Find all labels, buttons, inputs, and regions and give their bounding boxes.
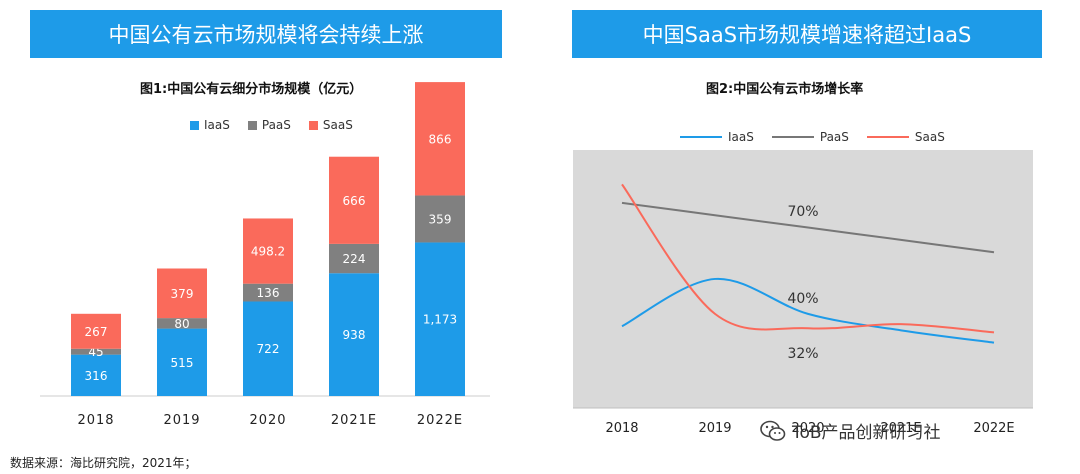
bar-iaas-2019 [157,328,207,396]
bar-label-saas-2022E: 866 [429,132,452,146]
data-source-note: 数据来源：海比研究院，2021年； [10,456,197,470]
bar-iaas-2021E [329,273,379,396]
bar-label-iaas-2022E: 1,173 [423,313,457,327]
bar-label-paas-2020: 136 [257,286,280,300]
bar-chart-title: 图1:中国公有云细分市场规模（亿元） [140,82,363,97]
bar-paas-2019 [157,318,207,329]
line-series-saas [621,183,995,334]
line-legend: IaaS PaaS SaaS [680,130,963,144]
legend-line-saas [866,136,909,138]
bar-legend-paas: PaaS [247,118,291,132]
bar-iaas-2022E [415,242,465,396]
bar-x-tick-2022E: 2022E [417,413,463,428]
line-series-paas [621,201,995,254]
bar-label-saas-2021E: 666 [343,194,366,208]
line-plot-area [573,150,1033,408]
bar-label-paas-2021E: 224 [343,252,366,266]
legend-swatch-iaas [190,120,199,130]
legend-label-iaas: IaaS [204,118,230,132]
line-legend-iaas: IaaS [680,130,754,144]
wechat-watermark: ToB产品创新研习社 [760,418,941,443]
bar-x-tick-2020: 2020 [249,413,286,428]
legend-label-paas: PaaS [261,118,291,132]
bar-iaas-2020 [243,301,293,396]
wechat-icon [760,420,786,441]
line-legend-saas: SaaS [866,130,945,144]
watermark-text: ToB产品创新研习社 [792,423,941,443]
legend-line-iaas [680,136,722,138]
line-annotation-40pct: 40% [787,291,818,307]
line-x-tick-2019: 2019 [698,421,731,436]
bar-paas-2020 [243,283,293,302]
bar-saas-2020 [243,218,293,284]
line-annotation-32pct: 32% [787,346,818,362]
bar-paas-2021E [329,243,379,274]
right-banner: 中国SaaS市场规模增速将超过IaaS [572,10,1042,58]
bar-label-iaas-2018: 316 [85,369,108,383]
line-x-tick-2018: 2018 [605,421,638,436]
bar-saas-2022E [415,82,465,196]
bar-iaas-2018 [71,354,121,396]
bar-paas-2022E [415,195,465,243]
bar-label-iaas-2021E: 938 [343,328,366,342]
bar-label-paas-2022E: 359 [429,212,452,226]
left-banner: 中国公有云市场规模将会持续上涨 [30,10,502,58]
bar-label-paas-2019: 80 [174,317,189,331]
line-legend-label-saas: SaaS [914,130,945,144]
bar-label-saas-2019: 379 [171,287,194,301]
line-legend-label-iaas: IaaS [728,130,754,144]
bar-legend-iaas: IaaS [190,118,230,132]
bar-legend-saas: SaaS [308,118,353,132]
bar-x-tick-2019: 2019 [163,413,200,428]
line-series-iaas [621,277,995,344]
line-x-tick-2022E: 2022E [973,421,1014,436]
line-legend-paas: PaaS [771,130,849,144]
line-x-tick-2020: 2020 [791,421,824,436]
bar-x-tick-2018: 2018 [77,413,114,428]
line-chart-title: 图2:中国公有云市场增长率 [706,82,864,97]
bar-label-saas-2018: 267 [85,325,108,339]
legend-label-saas: SaaS [322,118,353,132]
bar-paas-2018 [71,348,121,355]
bar-label-iaas-2020: 722 [257,342,280,356]
bar-saas-2021E [329,156,379,244]
line-legend-label-paas: PaaS [819,130,849,144]
line-annotation-70pct: 70% [787,204,818,220]
legend-swatch-paas [247,120,257,130]
bar-label-saas-2020: 498.2 [251,245,285,259]
bar-label-iaas-2019: 515 [171,356,194,370]
left-banner-text: 中国公有云市场规模将会持续上涨 [108,23,424,47]
bar-x-tick-2021E: 2021E [331,413,377,428]
bar-saas-2018 [71,313,121,349]
bar-legend: IaaS PaaS SaaS [190,118,371,132]
bar-saas-2019 [157,268,207,319]
line-x-tick-2021E: 2021E [880,421,921,436]
legend-line-paas [771,136,814,138]
legend-swatch-saas [308,120,318,130]
right-banner-text: 中国SaaS市场规模增速将超过IaaS [642,23,972,47]
